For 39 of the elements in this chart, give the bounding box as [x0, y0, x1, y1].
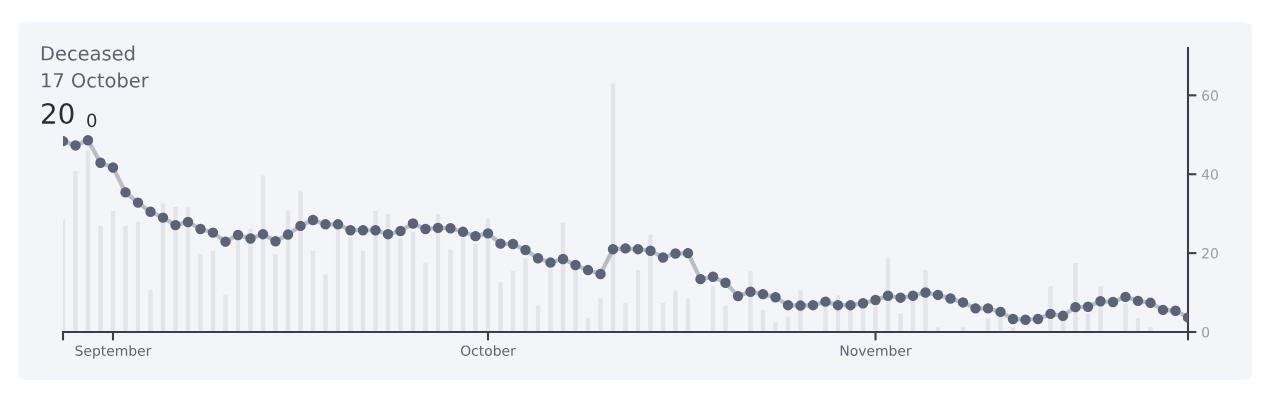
- bar: [223, 294, 228, 332]
- x-tick-label: October: [460, 345, 516, 356]
- bar: [1148, 327, 1153, 332]
- y-tick-label: 40: [1201, 169, 1218, 180]
- x-tick-label: September: [75, 345, 152, 359]
- y-tick-label: 0: [1202, 326, 1210, 338]
- bar: [273, 254, 278, 332]
- bar: [148, 290, 153, 332]
- bar: [710, 286, 716, 332]
- annotation: 20: [42, 103, 74, 125]
- bar: [598, 298, 603, 332]
- bar: [510, 270, 516, 332]
- y-tick-label: 60: [1202, 90, 1218, 101]
- x-tick-label: November: [840, 345, 912, 356]
- bar: [360, 250, 366, 332]
- bar: [623, 302, 628, 332]
- bar: [98, 225, 103, 332]
- bar: [898, 313, 903, 332]
- bar: [448, 249, 453, 332]
- annotation: 0: [87, 113, 97, 128]
- bar: [73, 171, 78, 332]
- bar: [110, 210, 116, 332]
- bar: [210, 250, 216, 332]
- bar: [685, 298, 691, 332]
- chart-title: Deceased: [41, 45, 135, 61]
- text: 17 October: [42, 72, 149, 88]
- bar: [673, 290, 678, 332]
- bar: [198, 254, 203, 332]
- y-tick-label: 20: [1202, 248, 1218, 259]
- bar: [723, 305, 728, 332]
- bar: [123, 225, 128, 332]
- bar: [423, 262, 428, 332]
- bar: [773, 322, 778, 332]
- bar: [498, 282, 503, 332]
- bar: [323, 274, 328, 332]
- bar: [310, 250, 316, 332]
- bar: [85, 150, 91, 332]
- bar: [635, 270, 641, 332]
- bar: [135, 221, 141, 332]
